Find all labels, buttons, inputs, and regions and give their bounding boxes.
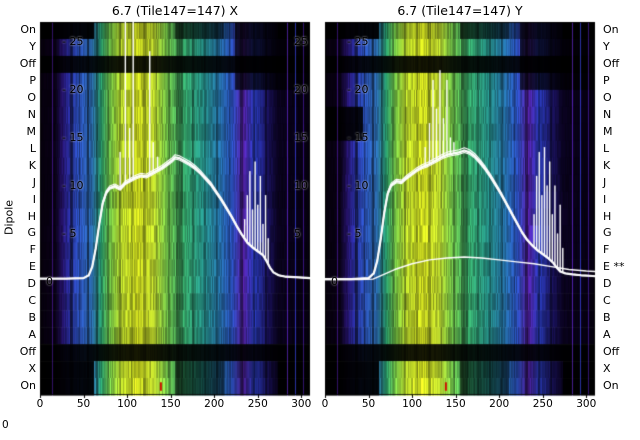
x-tick-label: 150: [445, 398, 466, 410]
dipole-row-label-left: Off: [19, 56, 36, 70]
x-tick-label: 0: [321, 398, 329, 410]
dipole-row-label-left: C: [28, 294, 36, 308]
dipole-row-label-right: Off: [603, 56, 620, 70]
dipole-row-label-left: M: [26, 124, 37, 138]
inner-tick-label-right: 10: [294, 179, 308, 192]
x-tick-label: 0: [36, 398, 44, 410]
inner-tick-label-right: 25: [294, 35, 308, 48]
dipole-row-label-right: Off: [603, 345, 620, 359]
dipole-row-label-left: Off: [19, 345, 36, 359]
dipole-row-label-right: L: [603, 141, 610, 155]
x-tick-label: 300: [576, 398, 597, 410]
inner-tick-label: - 25: [347, 35, 369, 48]
dipole-row-label-right: On: [603, 379, 619, 393]
inner-tick-label-right: 5: [294, 227, 301, 240]
dipole-row-label-left: On: [20, 379, 36, 393]
inner-tick-label: - 15: [62, 131, 84, 144]
dipole-row-label-right: X: [603, 362, 611, 376]
dipole-row-label-right: Y: [603, 39, 610, 53]
dipole-row-label-left: O: [27, 90, 36, 104]
x-tick-label: 150: [160, 398, 181, 410]
inner-tick-label: 0: [46, 275, 53, 288]
dipole-row-label-right: C: [603, 294, 611, 308]
panel-title-y: 6.7 (Tile147=147) Y: [397, 3, 523, 18]
dipole-row-label-right: A: [603, 328, 611, 342]
dipole-row-label-left: P: [29, 73, 36, 87]
dipole-row-label-right: M: [603, 124, 613, 138]
x-tick-label: 200: [204, 398, 225, 410]
dipole-row-label-left: I: [32, 192, 36, 206]
dipole-row-label-right: P: [603, 73, 610, 87]
inner-tick-label: - 20: [62, 83, 84, 96]
dipole-row-label-left: E: [29, 260, 36, 274]
inner-tick-label: - 25: [62, 35, 84, 48]
dipole-row-label-right: On: [603, 23, 619, 36]
dipole-row-label-left: L: [29, 141, 36, 155]
inner-tick-label: - 5: [347, 227, 362, 240]
inner-tick-label: - 20: [347, 83, 369, 96]
dipole-row-label-left: Y: [29, 39, 36, 53]
dipole-row-label-left: A: [28, 328, 36, 342]
inner-tick-label: - 10: [347, 179, 369, 192]
dipole-row-label-right: B: [603, 311, 611, 325]
x-tick-label: 250: [247, 398, 268, 410]
dipole-row-label-right: F: [603, 243, 610, 257]
dipole-row-label-right: D: [603, 277, 612, 291]
dipole-row-label-left: G: [27, 226, 36, 240]
dipole-row-label-left: K: [28, 158, 36, 172]
panel-title-x: 6.7 (Tile147=147) X: [111, 3, 239, 18]
dipole-row-label-right: I: [603, 192, 607, 206]
x-tick-label: 50: [76, 398, 91, 410]
dipole-row-label-left: X: [28, 362, 36, 376]
dipole-row-label-left: J: [32, 175, 36, 189]
x-tick-label: 100: [117, 398, 138, 410]
x-tick-label: 100: [402, 398, 423, 410]
dipole-row-label-left: D: [27, 277, 36, 291]
dipole-row-label-right: O: [603, 90, 612, 104]
corner-zero-label: 0: [2, 419, 9, 431]
dipole-row-label-left: F: [29, 243, 36, 257]
dipole-row-label-left: B: [28, 311, 36, 325]
dipole-row-label-right: N: [603, 107, 612, 121]
inner-tick-label: 0: [331, 275, 338, 288]
dipole-row-label-left: N: [27, 107, 36, 121]
inner-tick-label: - 5: [62, 227, 77, 240]
dipole-row-label-right: H: [603, 209, 612, 223]
inner-tick-label-right: 15: [294, 131, 308, 144]
dipole-row-label-right: J: [603, 175, 607, 189]
dipole-row-label-right: K: [603, 158, 611, 172]
x-tick-label: 300: [291, 398, 312, 410]
dipole-row-label-left: On: [20, 23, 36, 36]
x-tick-label: 200: [489, 398, 510, 410]
dipole-row-label-right: G: [603, 226, 612, 240]
inner-tick-label: - 10: [62, 179, 84, 192]
inner-tick-label-right: 20: [294, 83, 308, 96]
dipole-row-label-right: E **: [603, 260, 625, 274]
inner-tick-label: - 15: [347, 131, 369, 144]
dipole-row-label-left: H: [27, 209, 36, 223]
x-tick-label: 250: [532, 398, 553, 410]
x-tick-label: 50: [361, 398, 376, 410]
